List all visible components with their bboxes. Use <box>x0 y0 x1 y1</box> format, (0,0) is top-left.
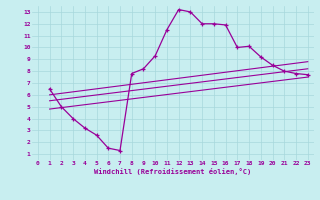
X-axis label: Windchill (Refroidissement éolien,°C): Windchill (Refroidissement éolien,°C) <box>94 168 252 175</box>
